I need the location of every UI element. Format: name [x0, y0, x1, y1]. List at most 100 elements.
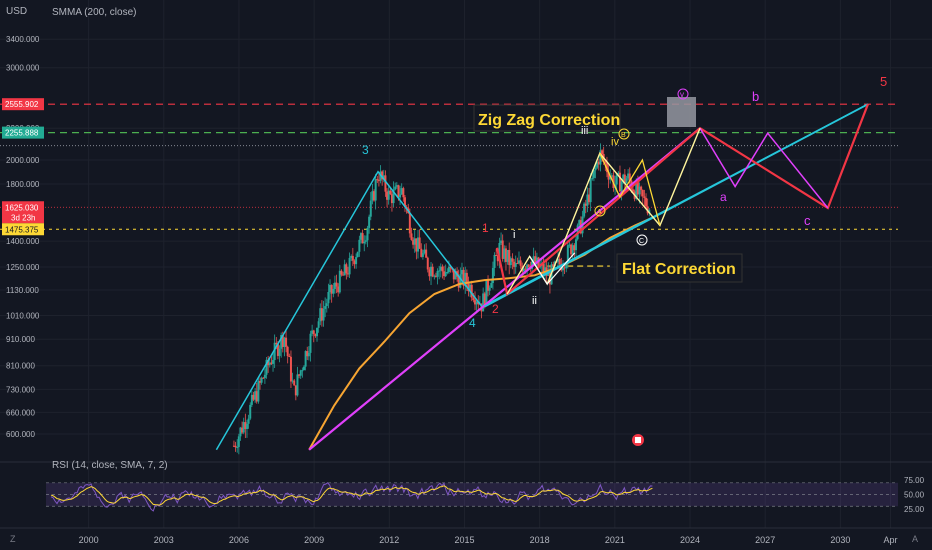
red-level-tag: 2555.902 — [2, 98, 44, 111]
candle-body — [408, 213, 411, 234]
candle-body — [511, 258, 514, 262]
timezone-icon[interactable]: Z — [10, 534, 16, 544]
candle-body — [475, 301, 478, 305]
candle-body — [643, 196, 646, 198]
candle-body — [596, 161, 599, 168]
candle-body — [648, 209, 651, 214]
candle-body — [592, 170, 595, 178]
candle-body — [574, 239, 577, 251]
candle-body — [263, 374, 266, 378]
time-tick-label: 2018 — [530, 535, 550, 545]
candle-body — [570, 244, 573, 255]
time-tick-label: 2006 — [229, 535, 249, 545]
rsi-indicator-label[interactable]: RSI (14, close, SMA, 7, 2) — [52, 460, 168, 471]
grid — [0, 0, 932, 528]
candle-body — [267, 359, 270, 366]
candle-body — [615, 174, 618, 185]
circle-v-marker: v — [677, 88, 689, 100]
candle-body — [234, 445, 237, 448]
wave-iii-label: iii — [581, 125, 588, 137]
wave-b-label: b — [752, 89, 759, 104]
candle-body — [289, 356, 292, 382]
candle-body — [635, 182, 638, 199]
price-tick-label: 600.000 — [6, 430, 35, 439]
candle-body — [504, 248, 507, 262]
candle-body — [485, 280, 488, 306]
candle-body — [443, 271, 446, 277]
flat-annotation[interactable]: Flat Correction — [622, 261, 736, 278]
wave-3-label: 3 — [362, 143, 369, 157]
candle-body — [640, 186, 643, 190]
candle-body — [436, 271, 439, 277]
candle-body — [588, 194, 591, 203]
svg-text:A: A — [597, 209, 602, 216]
candle-body — [495, 254, 498, 256]
candle-body — [578, 220, 581, 226]
candle-body — [420, 248, 423, 257]
time-axis[interactable]: 2000 2003 2006 2009 2012 2015 2018 2021 2024 2027… — [79, 535, 898, 545]
price-tick-label: 1130.000 — [6, 286, 39, 295]
zigzag-annotation[interactable]: Zig Zag Correction — [478, 112, 620, 129]
candle-body — [337, 286, 340, 293]
candle-body — [470, 284, 473, 298]
candle-body — [454, 271, 457, 280]
candle-body — [514, 263, 517, 267]
candle-body — [319, 308, 322, 322]
candle-body — [501, 240, 504, 259]
candle-body — [426, 257, 429, 270]
candle-body — [620, 181, 623, 192]
elliott-waves — [215, 103, 869, 451]
candle-body — [526, 264, 529, 270]
event-flag-icon[interactable] — [632, 434, 644, 446]
candle-body — [449, 266, 452, 269]
target-zone[interactable] — [667, 97, 696, 127]
candle-body — [604, 161, 607, 164]
candle-body — [487, 280, 490, 291]
circle-C-marker: C — [636, 234, 648, 246]
green-level-tag: 2255.888 — [2, 126, 44, 139]
candle-body — [623, 174, 626, 184]
svg-text:C: C — [639, 238, 644, 245]
candle-body — [355, 257, 358, 265]
candle-body — [301, 370, 304, 372]
rsi-axis[interactable]: 75.00 50.00 25.00 — [904, 476, 925, 514]
candle-body — [400, 188, 403, 195]
time-tick-label: Apr — [883, 535, 897, 545]
candle-body — [325, 303, 328, 307]
candle-body — [364, 240, 367, 242]
candle-body — [342, 274, 345, 276]
price-tick-label: 1010.000 — [6, 311, 40, 320]
candle-body — [516, 263, 519, 265]
candle-body — [565, 263, 568, 269]
candle-body — [283, 337, 286, 347]
candle-body — [641, 189, 644, 197]
candles — [232, 143, 651, 455]
candle-body — [491, 267, 494, 284]
smma-indicator-label[interactable]: SMMA (200, close) — [52, 7, 136, 18]
auto-scale-toggle[interactable]: A — [912, 534, 918, 544]
candle-body — [281, 334, 284, 347]
candle-body — [412, 239, 415, 245]
candle-body — [288, 356, 291, 358]
candle-body — [610, 175, 613, 177]
candle-body — [259, 381, 262, 383]
time-tick-label: 2015 — [454, 535, 474, 545]
time-tick-label: 2021 — [605, 535, 625, 545]
wave-2-label: 2 — [492, 302, 499, 316]
candle-body — [390, 194, 393, 204]
zigzag-line — [599, 153, 661, 226]
magenta-channel-line — [308, 127, 701, 451]
candle-body — [382, 175, 385, 180]
price-tick-label: 1800.000 — [6, 180, 40, 189]
candle-body — [262, 377, 265, 379]
candle-body — [285, 337, 288, 347]
tag-bg — [2, 98, 44, 111]
price-tick-label: 2000.000 — [6, 156, 40, 165]
candle-body — [428, 269, 431, 277]
candle-body — [298, 374, 301, 376]
svg-text:B: B — [621, 132, 626, 139]
candle-body — [381, 171, 384, 180]
candle-body — [260, 377, 263, 383]
candle-body — [617, 172, 620, 175]
